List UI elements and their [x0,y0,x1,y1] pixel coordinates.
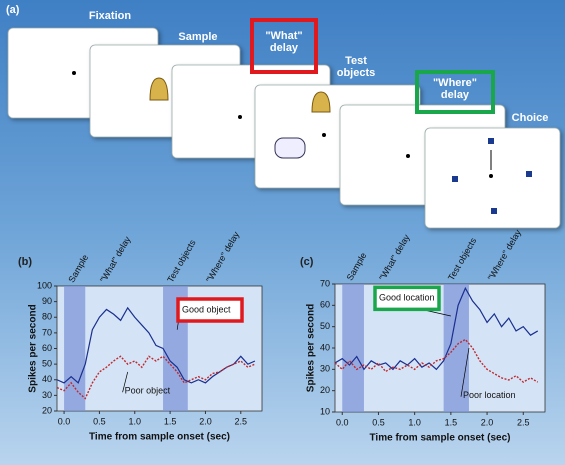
panel-a: (a) Fixation Sample "What" delay Test ob… [6,4,561,229]
y-tick-label: 80 [42,312,52,322]
y-tick-label: 30 [42,390,52,400]
x-tick-label: 2.0 [481,417,494,427]
x-tick-label: 1.5 [445,417,458,427]
fixation-dot [322,133,326,137]
mailbox-icon [274,137,306,159]
series-line [334,286,539,371]
y-tick-label: 100 [37,280,52,290]
annotation-pointer [122,371,129,393]
y-tick-label: 60 [320,300,330,310]
step-label: "Where" delay [432,77,478,101]
y-tick-label: 30 [320,364,330,374]
card [424,127,561,229]
step-label: Fixation [89,10,131,22]
y-axis-label: Spikes per second [28,304,39,392]
phase-band [342,284,364,412]
highlight-box [176,297,244,323]
y-tick-label: 50 [320,321,330,331]
bell-icon [311,91,331,113]
x-axis-label: Time from sample onset (sec) [370,433,511,444]
x-tick-label: 1.0 [129,416,142,426]
y-tick-label: 50 [42,359,52,369]
x-tick-label: 1.5 [164,416,177,426]
x-tick-label: 0.5 [372,417,385,427]
y-tick-label: 40 [320,342,330,352]
highlight-box [250,18,318,74]
y-tick-label: 40 [42,374,52,384]
step-label: Test objects [336,55,376,79]
step-label: "What" delay [265,30,303,54]
y-tick-label: 70 [42,327,52,337]
x-tick-label: 2.0 [199,416,212,426]
x-tick-label: 0.0 [58,416,71,426]
step-label: Sample [178,31,217,43]
phase-band [64,286,86,411]
y-axis-label: Spikes per second [306,304,317,392]
series-line [56,355,256,400]
fixation-dot [238,115,242,119]
series-label: Good location [379,293,435,303]
annotation-pointer [460,347,470,397]
x-tick-label: 0.5 [93,416,106,426]
highlight-box [373,285,441,312]
target [452,176,458,182]
y-tick-label: 10 [320,406,330,416]
y-tick-label: 60 [42,343,52,353]
phase-band [443,284,469,412]
fixation-dot [489,174,493,178]
series-line [334,338,539,383]
step-label: Choice [512,112,549,124]
panel-label: (c) [300,256,314,268]
y-tick-label: 70 [320,278,330,288]
target [526,171,532,177]
series-label: Good object [182,304,231,314]
panel-label: (a) [6,4,20,16]
x-tick-label: 0.0 [336,417,349,427]
fixation-dot [406,154,410,158]
y-tick-label: 20 [42,405,52,415]
x-axis-label: Time from sample onset (sec) [89,432,230,443]
target [488,138,494,144]
y-tick-label: 90 [42,296,52,306]
x-tick-label: 2.5 [235,416,248,426]
fixation-dot [72,71,76,75]
series-label: Poor object [125,386,171,396]
x-tick-label: 2.5 [517,417,530,427]
series-line [56,306,256,384]
y-tick-label: 20 [320,385,330,395]
panel-label: (b) [18,256,32,268]
x-tick-label: 1.0 [408,417,421,427]
highlight-box [415,70,495,114]
bell-icon [149,77,169,101]
series-label: Poor location [463,390,516,400]
target [491,208,497,214]
